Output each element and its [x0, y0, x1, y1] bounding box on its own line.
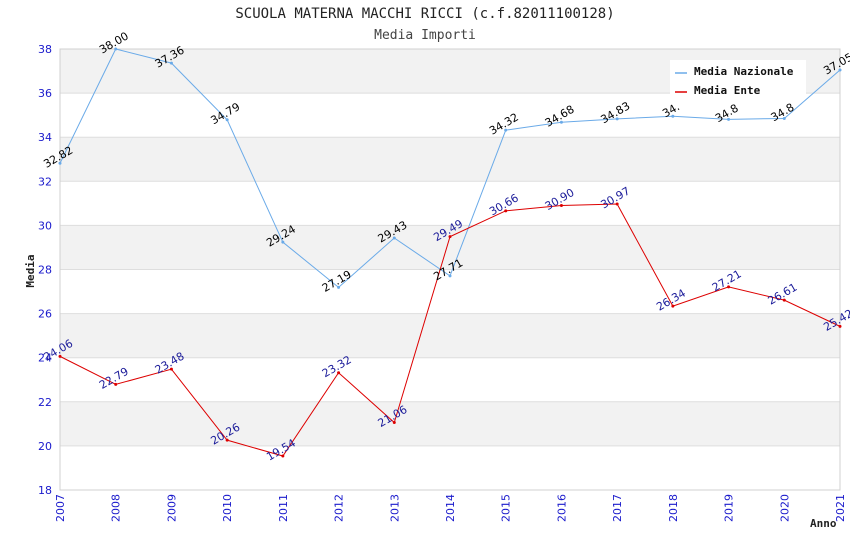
data-point-media-nazionale	[504, 128, 508, 132]
series-lines	[58, 47, 842, 458]
data-point-media-ente	[727, 285, 731, 289]
chart-title: SCUOLA MATERNA MACCHI RICCI (c.f.8201110…	[235, 6, 614, 22]
x-tick-label: 2021	[834, 494, 847, 522]
x-tick-label: 2012	[333, 494, 346, 522]
data-label-media-nazionale: 34.	[660, 100, 682, 120]
data-point-media-nazionale	[225, 118, 229, 122]
data-point-media-ente	[58, 354, 62, 358]
x-tick-label: 2015	[500, 494, 513, 522]
data-point-media-ente	[337, 371, 341, 375]
legend-label-media-nazionale: Media Nazionale	[694, 65, 794, 78]
data-point-media-ente	[615, 202, 619, 206]
data-point-media-nazionale	[838, 68, 842, 72]
background-band	[60, 225, 840, 270]
y-tick-label: 20	[38, 440, 52, 453]
data-label-media-nazionale: 34.68	[543, 103, 577, 130]
data-label-media-nazionale: 34.83	[599, 99, 633, 126]
data-point-media-ente	[559, 204, 563, 208]
data-point-media-nazionale	[671, 114, 675, 118]
data-label-media-ente: 30.97	[599, 184, 633, 211]
data-point-media-nazionale	[337, 285, 341, 289]
x-tick-label: 2017	[611, 494, 624, 522]
data-point-media-ente	[838, 324, 842, 328]
data-point-media-ente	[448, 235, 452, 239]
x-tick-label: 2008	[110, 494, 123, 522]
x-tick-label: 2016	[555, 494, 568, 522]
y-tick-label: 34	[38, 131, 52, 144]
data-label-media-ente: 30.66	[487, 191, 521, 218]
y-tick-label: 32	[38, 175, 52, 188]
x-axis-ticks: 2007 2008 2009 2010 2011 2012 2013 2014 2015 2016…	[54, 494, 847, 522]
data-point-media-nazionale	[281, 240, 285, 244]
background-bands	[60, 49, 840, 446]
x-tick-label: 2010	[221, 494, 234, 522]
y-tick-label: 26	[38, 308, 52, 321]
data-label-media-nazionale: 34.8	[713, 102, 741, 126]
y-tick-label: 36	[38, 87, 52, 100]
y-tick-label: 38	[38, 43, 52, 56]
legend: Media Nazionale Media Ente	[670, 60, 806, 98]
y-tick-label: 18	[38, 484, 52, 497]
data-point-media-ente	[671, 304, 675, 308]
data-label-media-ente: 24.06	[41, 337, 75, 364]
background-band	[60, 401, 840, 446]
data-label-media-ente: 27.21	[710, 267, 744, 294]
legend-label-media-ente: Media Ente	[694, 84, 761, 97]
plot-frame	[59, 48, 841, 491]
data-label-media-ente: 26.61	[766, 281, 800, 308]
y-axis-title: Media	[24, 254, 37, 287]
gridlines	[60, 48, 840, 491]
y-tick-label: 28	[38, 264, 52, 277]
background-band	[60, 137, 840, 182]
data-label-media-nazionale: 34.8	[769, 101, 797, 125]
data-point-media-ente	[225, 438, 229, 442]
background-band	[60, 313, 840, 358]
data-label-media-ente: 26.34	[654, 287, 688, 314]
data-point-media-nazionale	[58, 161, 62, 165]
data-point-media-ente	[504, 209, 508, 213]
data-point-media-nazionale	[448, 274, 452, 278]
x-tick-label: 2018	[667, 494, 680, 522]
x-tick-label: 2009	[165, 494, 178, 522]
data-point-media-nazionale	[727, 117, 731, 121]
data-point-media-nazionale	[782, 116, 786, 120]
data-point-media-ente	[782, 298, 786, 302]
data-point-media-nazionale	[169, 61, 173, 65]
x-tick-label: 2014	[444, 494, 457, 522]
data-point-media-ente	[281, 454, 285, 458]
data-point-media-nazionale	[559, 120, 563, 124]
data-label-media-ente: 22.79	[97, 365, 131, 392]
data-point-media-ente	[169, 367, 173, 371]
x-tick-label: 2011	[277, 494, 290, 522]
data-point-media-ente	[114, 382, 118, 386]
x-axis-title: Anno	[810, 517, 837, 530]
x-tick-label: 2020	[778, 494, 791, 522]
x-tick-label: 2013	[388, 494, 401, 522]
data-label-media-ente: 30.90	[543, 186, 577, 213]
y-tick-label: 22	[38, 396, 52, 409]
y-tick-label: 30	[38, 219, 52, 232]
data-label-media-nazionale: 34.79	[209, 100, 243, 127]
x-tick-label: 2007	[54, 494, 67, 522]
y-axis-ticks: 18 20 22 24 26 28 30 32 34 36 38	[38, 43, 52, 497]
data-point-media-nazionale	[615, 117, 619, 121]
legend-box	[670, 60, 806, 98]
data-point-media-nazionale	[392, 236, 396, 240]
chart-subtitle: Media Importi	[374, 28, 476, 43]
y-tick-label: 24	[38, 352, 52, 365]
data-label-media-nazionale: 27.19	[320, 268, 354, 295]
data-point-media-nazionale	[114, 47, 118, 51]
x-tick-label: 2019	[723, 494, 736, 522]
data-point-media-ente	[392, 421, 396, 425]
